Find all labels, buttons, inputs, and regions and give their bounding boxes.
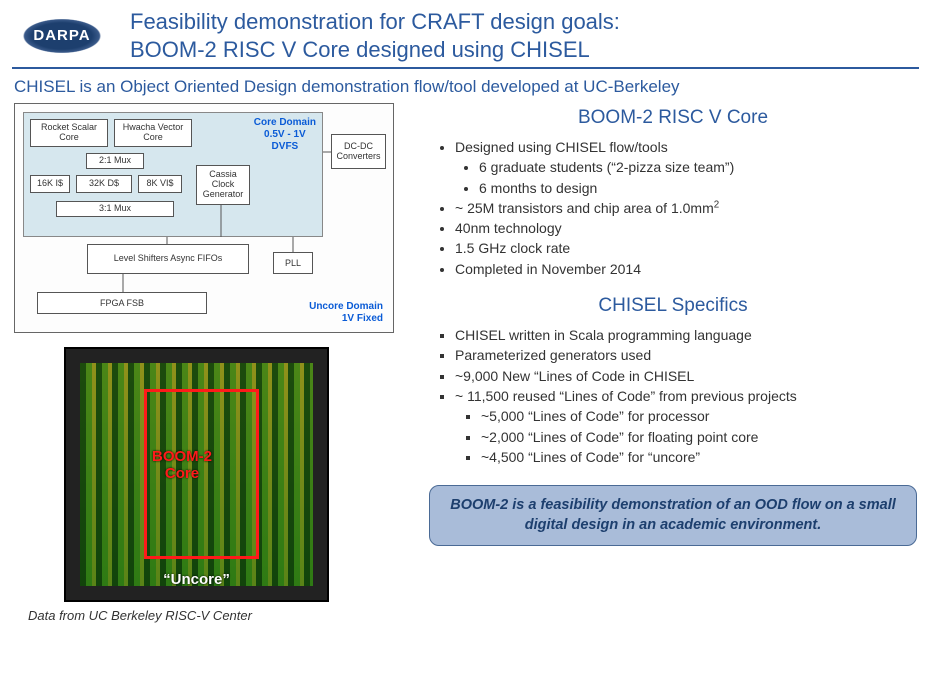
section2-heading: CHISEL Specifics xyxy=(429,295,917,317)
sublist: 6 graduate students (“2-pizza size team”… xyxy=(455,157,917,198)
title-line2: BOOM-2 RISC V Core designed using CHISEL xyxy=(130,36,915,64)
right-column: BOOM-2 RISC V Core Designed using CHISEL… xyxy=(409,103,917,623)
caption: Data from UC Berkeley RISC-V Center xyxy=(28,608,409,623)
item-text: Designed using CHISEL flow/tools xyxy=(455,139,668,155)
list-item: ~ 11,500 reused “Lines of Code” from pre… xyxy=(455,386,917,467)
callout-box: BOOM-2 is a feasibility demonstration of… xyxy=(429,485,917,546)
uncore-l2: 1V Fixed xyxy=(309,313,383,325)
die-core-l1: BOOM-2 xyxy=(152,449,212,466)
list-item: Completed in November 2014 xyxy=(455,259,917,279)
item-text: ~ 25M transistors and chip area of 1.0mm xyxy=(455,200,714,216)
section2-list: CHISEL written in Scala programming lang… xyxy=(429,325,917,467)
section1-list: Designed using CHISEL flow/tools 6 gradu… xyxy=(429,137,917,279)
darpa-logo: DARPA xyxy=(12,14,112,58)
superscript: 2 xyxy=(714,199,719,210)
d32k-block: 32K D$ xyxy=(76,175,132,193)
list-item: Parameterized generators used xyxy=(455,345,917,365)
core-domain-l3: DVFS xyxy=(254,141,316,153)
core-domain-l2: 0.5V - 1V xyxy=(254,129,316,141)
list-item: ~4,500 “Lines of Code” for “uncore” xyxy=(481,447,917,467)
die-photo: BOOM-2 Core “Uncore” xyxy=(14,347,409,602)
list-item: 40nm technology xyxy=(455,218,917,238)
core-domain-region: Core Domain 0.5V - 1V DVFS Rocket Scalar… xyxy=(23,112,323,237)
section1-heading: BOOM-2 RISC V Core xyxy=(429,107,917,129)
uncore-l1: Uncore Domain xyxy=(309,301,383,313)
sublist: ~5,000 “Lines of Code” for processor ~2,… xyxy=(455,406,917,467)
list-item: 6 months to design xyxy=(479,178,917,198)
list-item: 6 graduate students (“2-pizza size team”… xyxy=(479,157,917,177)
page-title: Feasibility demonstration for CRAFT desi… xyxy=(130,8,915,63)
list-item: ~5,000 “Lines of Code” for processor xyxy=(481,406,917,426)
list-item: ~2,000 “Lines of Code” for floating poin… xyxy=(481,427,917,447)
left-column: Core Domain 0.5V - 1V DVFS Rocket Scalar… xyxy=(14,103,409,623)
mux31-block: 3:1 Mux xyxy=(56,201,174,217)
i16k-block: 16K I$ xyxy=(30,175,70,193)
uncore-domain-label: Uncore Domain 1V Fixed xyxy=(309,301,383,324)
subtitle: CHISEL is an Object Oriented Design demo… xyxy=(0,75,931,103)
list-item: ~9,000 New “Lines of Code in CHISEL xyxy=(455,366,917,386)
block-diagram: Core Domain 0.5V - 1V DVFS Rocket Scalar… xyxy=(14,103,394,333)
mux21-block: 2:1 Mux xyxy=(86,153,144,169)
list-item: ~ 25M transistors and chip area of 1.0mm… xyxy=(455,198,917,218)
item-text: ~ 11,500 reused “Lines of Code” from pre… xyxy=(455,388,797,404)
list-item: 1.5 GHz clock rate xyxy=(455,238,917,258)
header: DARPA Feasibility demonstration for CRAF… xyxy=(0,0,931,67)
list-item: CHISEL written in Scala programming lang… xyxy=(455,325,917,345)
pll-block: PLL xyxy=(273,252,313,274)
cassia-block: Cassia Clock Generator xyxy=(196,165,250,205)
vi8k-block: 8K VI$ xyxy=(138,175,182,193)
dcdc-block: DC-DC Converters xyxy=(331,134,386,169)
rocket-block: Rocket Scalar Core xyxy=(30,119,108,147)
core-domain-l1: Core Domain xyxy=(254,117,316,129)
levelshifters-block: Level Shifters Async FIFOs xyxy=(87,244,249,274)
hwacha-block: Hwacha Vector Core xyxy=(114,119,192,147)
title-line1: Feasibility demonstration for CRAFT desi… xyxy=(130,8,915,36)
content: Core Domain 0.5V - 1V DVFS Rocket Scalar… xyxy=(0,103,931,623)
die-core-l2: Core xyxy=(152,466,212,483)
fpga-block: FPGA FSB xyxy=(37,292,207,314)
die-image: BOOM-2 Core “Uncore” xyxy=(64,347,329,602)
divider xyxy=(12,67,919,69)
list-item: Designed using CHISEL flow/tools 6 gradu… xyxy=(455,137,917,198)
core-domain-label: Core Domain 0.5V - 1V DVFS xyxy=(254,117,316,153)
die-uncore-label: “Uncore” xyxy=(66,571,327,588)
die-core-label: BOOM-2 Core xyxy=(152,449,212,482)
